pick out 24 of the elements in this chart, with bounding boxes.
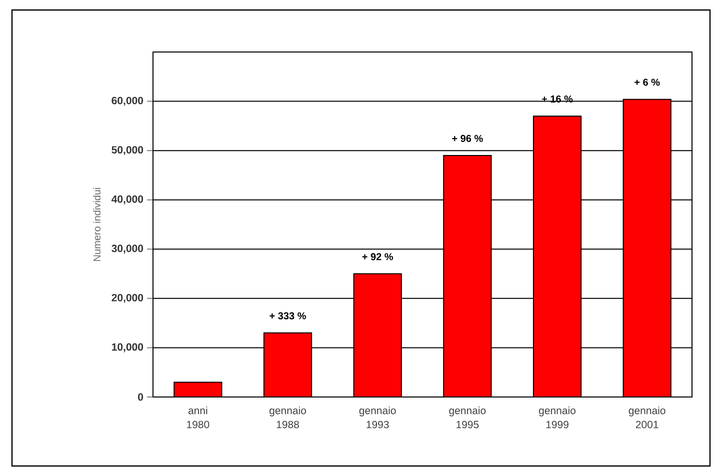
x-tick-label: anni 1980 (187, 406, 210, 428)
bar (443, 155, 492, 397)
y-tick-label: 40,000 (112, 195, 144, 204)
y-tick-label: 0 (138, 393, 144, 401)
y-tick-label: 60,000 (112, 96, 144, 106)
bar (353, 273, 402, 397)
y-tick-label: 10,000 (112, 343, 144, 352)
x-tick-label: gennaio 1993 (359, 406, 396, 428)
y-axis-title: Numero individui (93, 188, 100, 261)
annotation: + 92 % (362, 253, 394, 260)
bar (622, 98, 672, 397)
y-tick-label: 50,000 (112, 146, 144, 156)
x-tick-label: gennaio 1995 (449, 406, 486, 428)
x-tick-label: gennaio 1999 (539, 406, 576, 428)
bar (174, 382, 222, 397)
bar (532, 116, 582, 397)
bar (263, 332, 312, 397)
annotation: + 6 % (634, 78, 660, 86)
x-tick-label: gennaio 1988 (270, 406, 306, 428)
x-tick-label: gennaio 2001 (628, 406, 666, 428)
annotation: + 96 % (452, 134, 483, 142)
annotation: + 333 % (270, 312, 306, 320)
y-tick-label: 30,000 (112, 244, 144, 254)
y-tick-label: 20,000 (112, 294, 144, 303)
